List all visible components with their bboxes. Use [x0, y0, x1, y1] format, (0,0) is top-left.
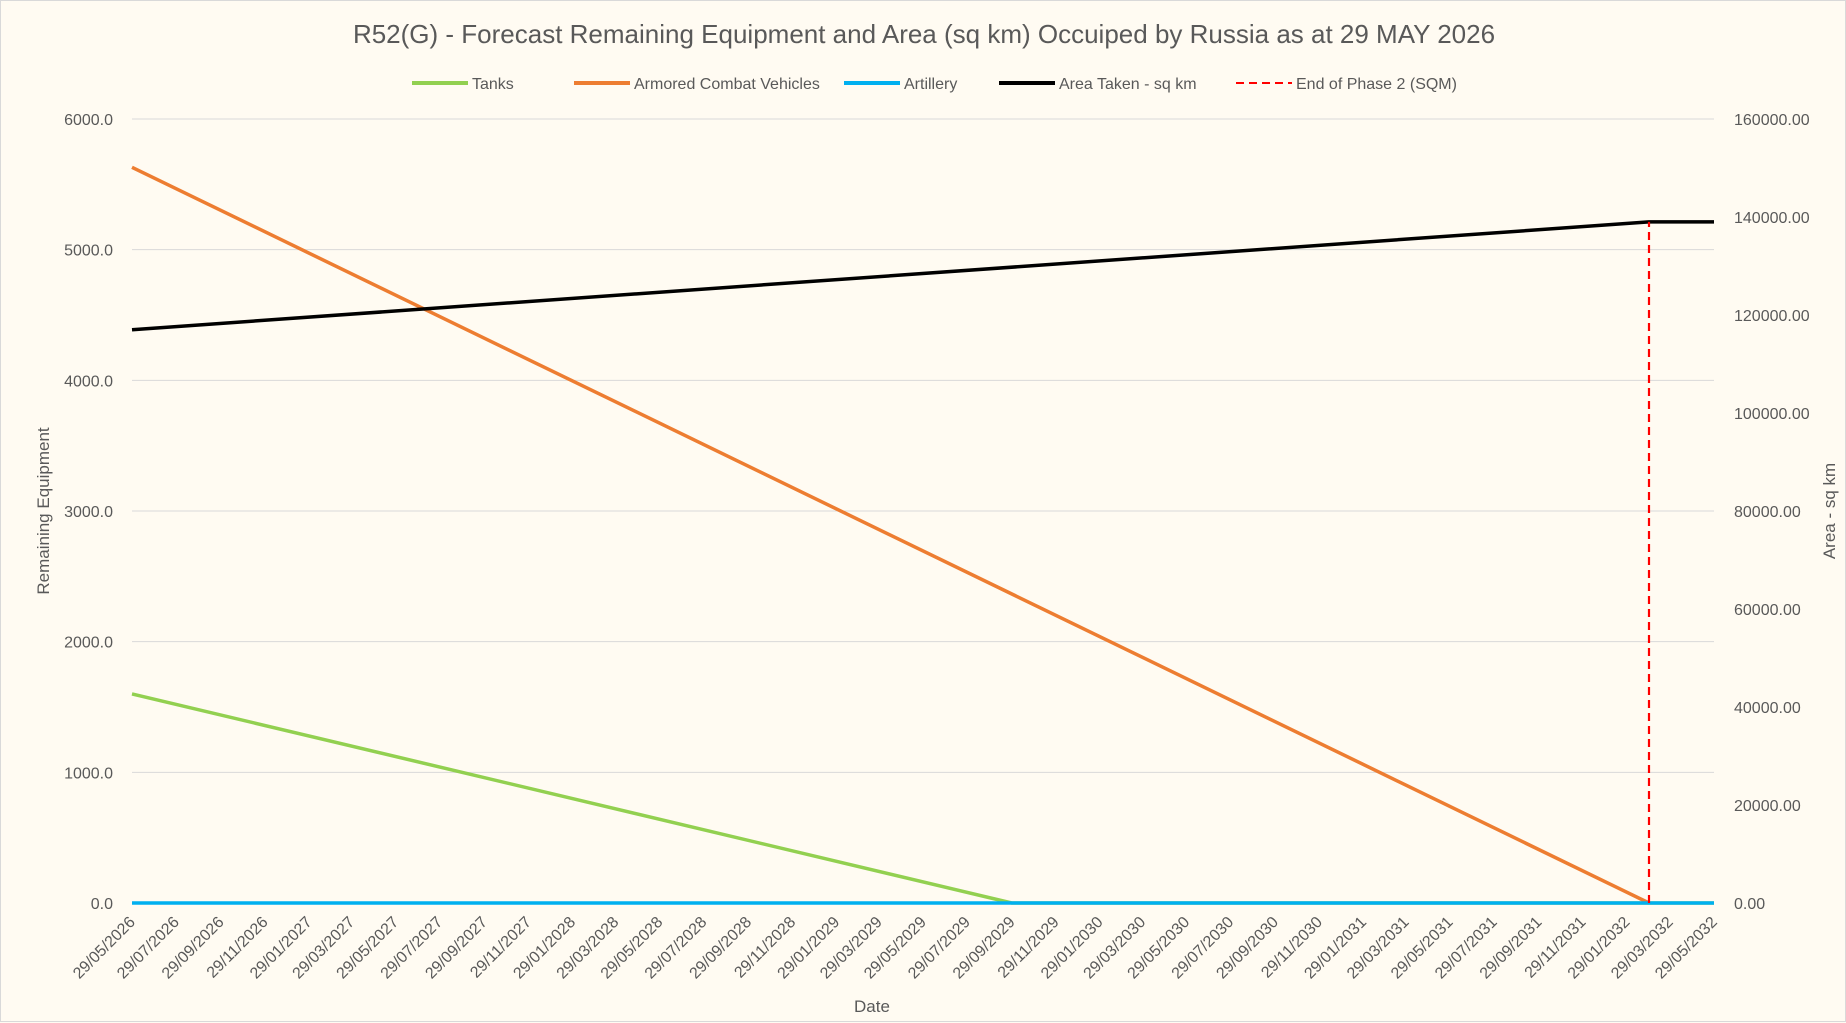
legend-label: Area Taken - sq km [1059, 76, 1197, 93]
legend-label: Artillery [904, 76, 957, 93]
y2-tick-label: 20000.00 [1734, 798, 1801, 815]
y-tick-label: 4000.0 [64, 373, 113, 390]
y-tick-label: 1000.0 [64, 765, 113, 782]
x-axis-title: Date [854, 997, 890, 1016]
y-tick-label: 6000.0 [64, 112, 113, 129]
left-axis: 0.0 1000.0 2000.0 3000.0 4000.0 5000.0 6000.0 [64, 112, 113, 913]
x-axis: 29/05/202629/07/202629/09/202629/11/2026… [70, 914, 1721, 983]
legend-label: Tanks [472, 76, 514, 93]
y2-tick-label: 120000.00 [1734, 308, 1810, 325]
y2-tick-label: 0.00 [1734, 896, 1765, 913]
y2-tick-label: 140000.00 [1734, 210, 1810, 227]
y-tick-label: 3000.0 [64, 504, 113, 521]
chart-title: R52(G) - Forecast Remaining Equipment an… [353, 19, 1495, 49]
right-axis: 0.00 20000.00 40000.00 60000.00 80000.00 1000… [1734, 112, 1810, 913]
series-tanks [131, 692, 1714, 905]
gridlines [132, 118, 1714, 904]
legend-label: Armored Combat Vehicles [634, 76, 820, 93]
y2-axis-title: Area - sq km [1820, 463, 1839, 559]
y2-tick-label: 100000.00 [1734, 406, 1810, 423]
legend-label: End of Phase 2 (SQM) [1296, 76, 1457, 93]
series-layer [131, 165, 1714, 905]
y-tick-label: 0.0 [91, 896, 113, 913]
y2-tick-label: 80000.00 [1734, 504, 1801, 521]
series-area-taken-sq-km [131, 220, 1714, 332]
y2-tick-label: 40000.00 [1734, 700, 1801, 717]
y-axis-title: Remaining Equipment [34, 427, 53, 595]
series-armored-combat-vehicles [131, 165, 1650, 905]
y-tick-label: 2000.0 [64, 635, 113, 652]
legend: Tanks Armored Combat Vehicles Artillery Are… [412, 76, 1457, 93]
y-tick-label: 5000.0 [64, 243, 113, 260]
y2-tick-label: 160000.00 [1734, 112, 1810, 129]
y2-tick-label: 60000.00 [1734, 602, 1801, 619]
